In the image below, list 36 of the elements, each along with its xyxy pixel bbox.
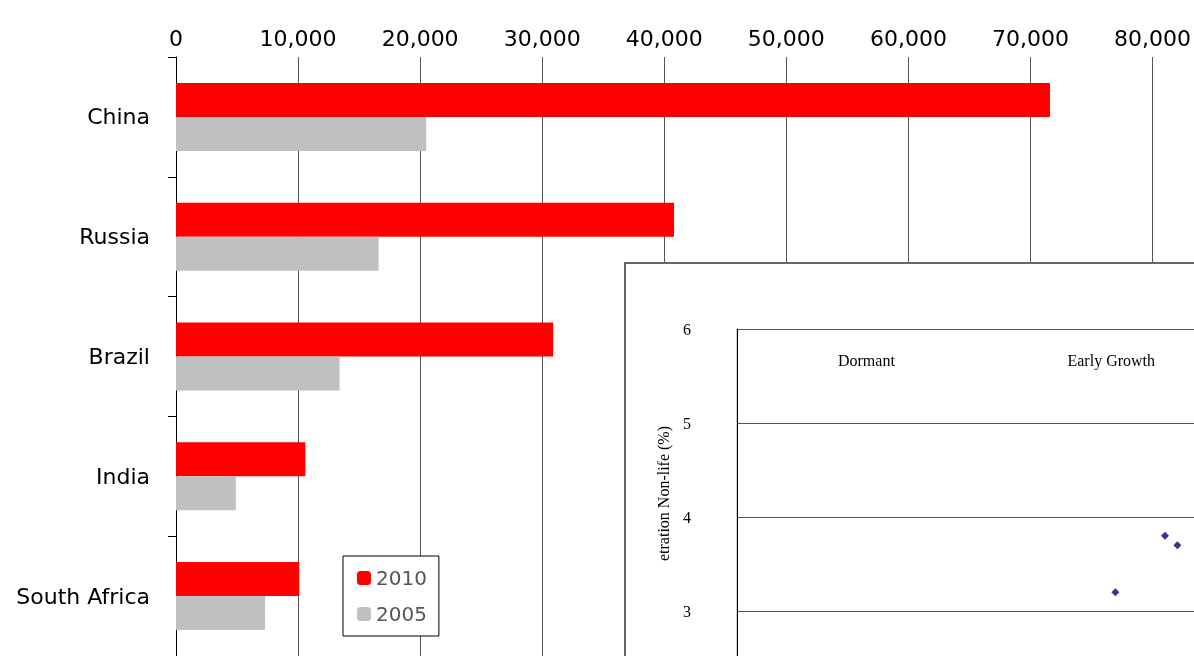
y-tick-label: 5 <box>683 414 691 432</box>
y-axis-title: etration Non-life (%) <box>654 425 673 562</box>
y-tick-label: 6 <box>683 320 691 338</box>
point <box>1160 531 1169 540</box>
bar <box>176 236 379 271</box>
y-tick-label: Russia <box>79 224 150 250</box>
bar <box>176 596 266 631</box>
bar <box>176 322 554 357</box>
bar <box>176 202 675 237</box>
bar <box>176 356 340 391</box>
x-tick-label: 70,000 <box>991 25 1069 51</box>
y-tick-label: China <box>87 104 150 130</box>
y-tick-label: Brazil <box>88 344 150 369</box>
y-tick-label: India <box>96 463 150 489</box>
annotation: Dormant <box>837 351 896 369</box>
bar <box>176 442 306 477</box>
x-tick-label: 0 <box>169 25 183 51</box>
annotation: Early Growth <box>1067 351 1156 370</box>
point <box>1111 588 1120 597</box>
point <box>1173 541 1182 550</box>
x-tick-label: 30,000 <box>503 25 581 51</box>
bar <box>176 476 236 511</box>
y-tick-label: 3 <box>683 602 691 620</box>
x-tick-label: 20,000 <box>381 25 459 51</box>
x-tick-label: 80,000 <box>1114 25 1191 51</box>
y-tick-label: 4 <box>683 508 691 526</box>
bar <box>176 82 1050 117</box>
x-tick-label: 10,000 <box>259 25 337 51</box>
legend-label: 2005 <box>376 602 427 626</box>
x-tick-label: 60,000 <box>869 25 947 51</box>
bar <box>176 116 427 151</box>
legend-label: 2010 <box>376 566 427 590</box>
x-tick-label: 50,000 <box>747 25 825 51</box>
y-tick-label: South Africa <box>16 583 150 609</box>
x-tick-label: 40,000 <box>625 25 703 51</box>
bar <box>176 562 300 597</box>
